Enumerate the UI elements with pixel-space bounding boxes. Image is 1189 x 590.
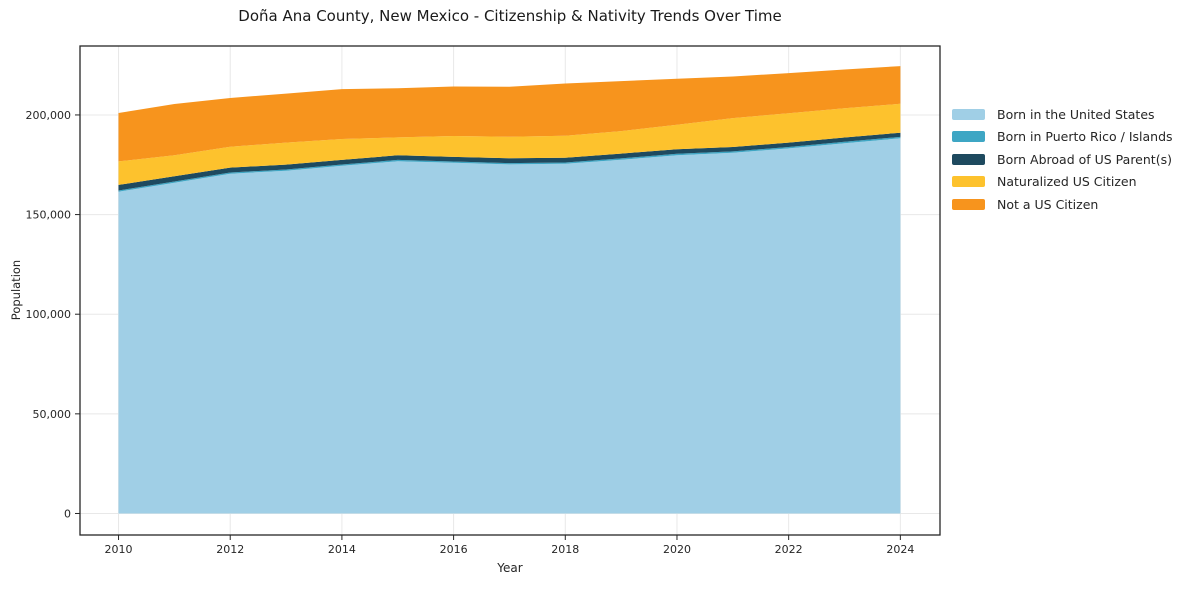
- x-tick-label: 2022: [775, 543, 803, 556]
- legend-swatch-icon: [952, 108, 985, 120]
- legend-swatch-icon: [952, 176, 985, 188]
- chart-title: Doña Ana County, New Mexico - Citizenshi…: [238, 7, 782, 25]
- legend-label: Born in Puerto Rico / Islands: [997, 129, 1173, 145]
- legend-swatch-icon: [952, 153, 985, 165]
- legend-item-naturalized-us-citizen: Naturalized US Citizen: [952, 171, 1173, 194]
- legend-swatch-icon: [952, 131, 985, 143]
- x-tick-label: 2014: [328, 543, 356, 556]
- plot-frame: [79, 45, 941, 536]
- x-tick-label: 2020: [663, 543, 691, 556]
- y-tick-label: 50,000: [33, 408, 72, 421]
- area-not-a-us-citizen: [118, 66, 901, 162]
- y-axis-label: Population: [9, 259, 23, 321]
- legend-label: Born in the United States: [997, 106, 1155, 122]
- x-tick-label: 2010: [105, 543, 133, 556]
- x-tick-label: 2016: [440, 543, 468, 556]
- x-tick-label: 2018: [551, 543, 579, 556]
- legend-item-not-a-us-citizen: Not a US Citizen: [952, 193, 1173, 216]
- legend: Born in the United States Born in Puerto …: [952, 103, 1173, 216]
- x-tick-label: 2012: [216, 543, 244, 556]
- legend-label: Naturalized US Citizen: [997, 174, 1137, 190]
- legend-label: Born Abroad of US Parent(s): [997, 151, 1172, 167]
- area-born-in-the-united-states: [118, 138, 901, 514]
- y-tick-label: 200,000: [26, 109, 72, 122]
- legend-item-born-abroad-of-us-parent-s: Born Abroad of US Parent(s): [952, 148, 1173, 171]
- y-tick-label: 150,000: [26, 209, 72, 222]
- legend-label: Not a US Citizen: [997, 196, 1099, 212]
- y-tick-label: 0: [64, 507, 71, 520]
- legend-swatch-icon: [952, 198, 985, 210]
- area-born-in-puerto-rico-islands: [118, 136, 901, 192]
- y-tick-label: 100,000: [26, 308, 72, 321]
- area-born-abroad-of-us-parent-s: [118, 132, 901, 191]
- legend-item-born-in-puerto-rico-islands: Born in Puerto Rico / Islands: [952, 126, 1173, 149]
- x-tick-label: 2024: [886, 543, 914, 556]
- legend-item-born-in-the-united-states: Born in the United States: [952, 103, 1173, 126]
- area-naturalized-us-citizen: [118, 103, 901, 185]
- x-axis-label: Year: [497, 561, 523, 575]
